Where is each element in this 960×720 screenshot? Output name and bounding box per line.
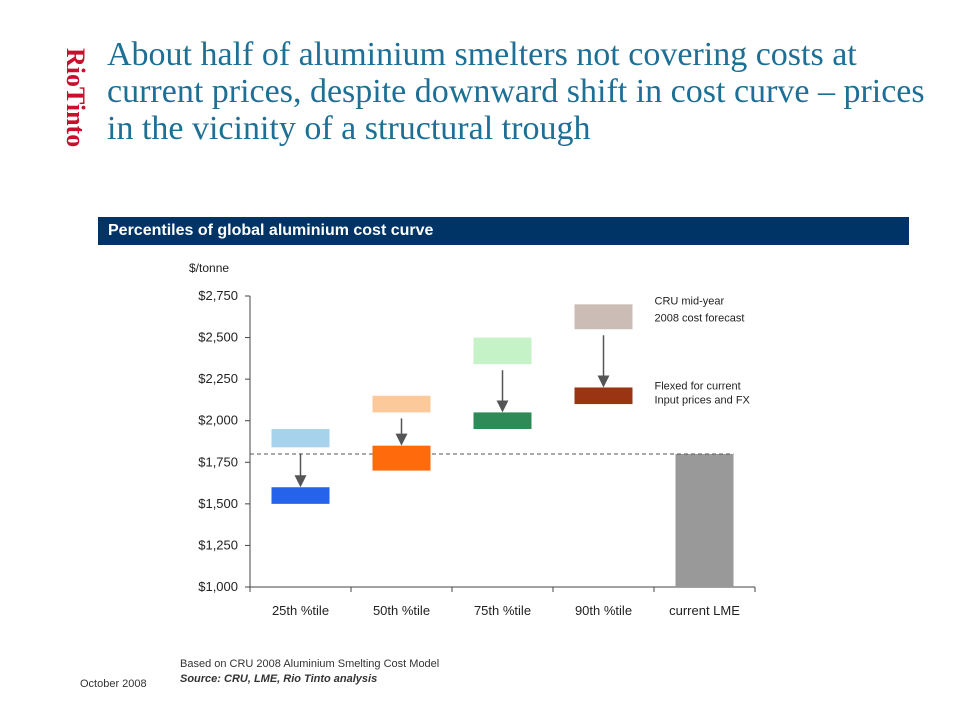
footnote-model: Based on CRU 2008 Aluminium Smelting Cos… (180, 658, 440, 670)
footnote-source: Source: CRU, LME, Rio Tinto analysis (180, 673, 378, 685)
flexed-box (574, 387, 633, 405)
y-tick-label: $1,500 (198, 496, 238, 511)
y-tick-label: $2,000 (198, 413, 238, 428)
forecast-box (271, 429, 330, 448)
x-tick-label: 90th %tile (575, 603, 632, 618)
y-tick-label: $1,000 (198, 579, 238, 594)
y-axis-label: $/tonne (189, 261, 229, 275)
legend-forecast-label: CRU mid-year (655, 295, 725, 307)
forecast-box (372, 395, 431, 413)
flexed-box (372, 445, 431, 471)
y-tick-label: $1,250 (198, 537, 238, 552)
x-tick-label: 50th %tile (373, 603, 430, 618)
page-headline: About half of aluminium smelters not cov… (107, 36, 925, 147)
forecast-box (473, 337, 532, 365)
chart-section-title: Percentiles of global aluminium cost cur… (98, 217, 909, 245)
x-tick-label: current LME (669, 603, 740, 618)
y-tick-label: $1,750 (198, 454, 238, 469)
legend-flexed-label: Input prices and FX (655, 394, 751, 406)
report-date: October 2008 (80, 678, 147, 690)
x-tick-label: 75th %tile (474, 603, 531, 618)
y-tick-label: $2,750 (198, 288, 238, 303)
svg-text:RioTinto: RioTinto (61, 48, 88, 147)
y-tick-label: $2,500 (198, 330, 238, 345)
y-tick-label: $2,250 (198, 371, 238, 386)
legend-flexed-label: Flexed for current (655, 380, 741, 392)
flexed-box (271, 487, 330, 504)
x-tick-label: 25th %tile (272, 603, 329, 618)
legend-forecast-label: 2008 cost forecast (655, 312, 745, 324)
rio-tinto-logo: RioTinto (61, 48, 88, 147)
forecast-box (574, 304, 633, 330)
current-lme-bar (675, 453, 734, 587)
flexed-box (473, 412, 532, 430)
